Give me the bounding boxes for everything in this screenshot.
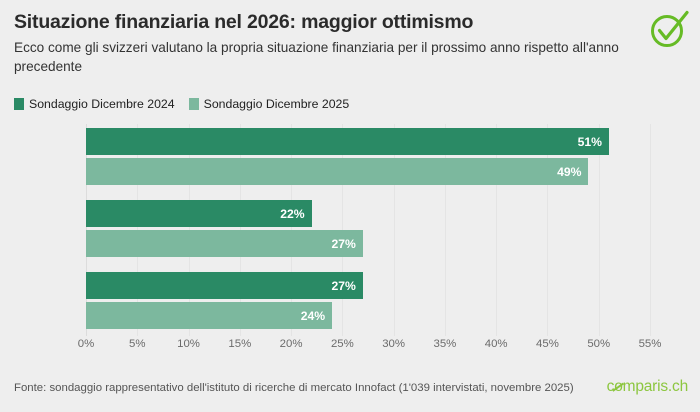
chart-legend: Sondaggio Dicembre 2024 Sondaggio Dicemb…: [14, 97, 349, 111]
bar-value-label: 49%: [557, 164, 582, 179]
bar-value-label: 24%: [300, 308, 326, 323]
bar-group: peggiore27%24%: [86, 272, 650, 332]
legend-item-2025[interactable]: Sondaggio Dicembre 2025: [188, 97, 350, 111]
bar[interactable]: 49%: [86, 158, 589, 185]
x-axis-tick-label: 30%: [382, 338, 406, 350]
legend-swatch-icon: [188, 98, 199, 110]
bar-row: 22%: [86, 200, 650, 227]
bar-value-label: 27%: [331, 278, 356, 293]
legend-swatch-icon: [14, 98, 24, 110]
plot-area: circa uguale51%49%migliore22%27%peggiore…: [86, 124, 651, 336]
bar-row: 27%: [86, 230, 650, 257]
x-axis-tick-label: 45%: [536, 338, 559, 350]
x-axis-tick-label: 25%: [330, 338, 354, 350]
x-axis-tick-label: 40%: [484, 338, 508, 350]
x-axis-tick-label: 15%: [228, 338, 252, 350]
bar[interactable]: 27%: [86, 230, 363, 257]
bar-groups: circa uguale51%49%migliore22%27%peggiore…: [86, 124, 650, 336]
bar-row: 51%: [86, 128, 650, 155]
bar[interactable]: 22%: [86, 200, 312, 227]
bar-group: migliore22%27%: [86, 200, 650, 260]
green-check-circle-icon: [646, 6, 692, 52]
bar-row: 24%: [86, 302, 650, 329]
chart-header: Situazione finanziaria nel 2026: maggior…: [0, 0, 700, 120]
x-axis-tick-label: 20%: [279, 338, 303, 350]
brand-suffix: mparis.ch: [622, 378, 689, 395]
bar[interactable]: 27%: [86, 272, 363, 299]
x-axis-tick-label: 55%: [638, 338, 662, 350]
x-axis: 0% 5% 10% 15% 20% 25% 30% 35% 40% 45% 50% 55%: [78, 338, 662, 360]
page-title: Situazione finanziaria nel 2026: maggior…: [14, 11, 474, 33]
bar[interactable]: 24%: [86, 302, 333, 329]
x-axis-tick-label: 10%: [177, 338, 200, 350]
brand-prefix: c: [606, 378, 615, 395]
chart-footer: Fonte: sondaggio rappresentativo dell'is…: [0, 370, 700, 412]
source-note: Fonte: sondaggio rappresentativo dell'is…: [14, 382, 574, 394]
legend-label: Sondaggio Dicembre 2025: [203, 97, 350, 111]
x-axis-tick-label: 0%: [77, 338, 95, 350]
bar-value-label: 51%: [577, 134, 602, 149]
bar-value-label: 27%: [331, 236, 356, 251]
page-subtitle: Ecco come gli svizzeri valutano la propr…: [14, 40, 619, 74]
bar-row: 49%: [86, 158, 650, 185]
x-axis-tick-label: 5%: [129, 338, 146, 350]
legend-label: Sondaggio Dicembre 2024: [29, 97, 175, 111]
gridline: [650, 124, 651, 336]
bar-chart: circa uguale51%49%migliore22%27%peggiore…: [0, 124, 700, 364]
x-axis-tick-label: 50%: [587, 338, 611, 350]
legend-item-2024[interactable]: Sondaggio Dicembre 2024: [14, 97, 175, 111]
bar-value-label: 22%: [280, 206, 305, 221]
comparis-logo[interactable]: c o mparis.ch: [606, 378, 689, 396]
bar-row: 27%: [86, 272, 650, 299]
brand-slashed-o-icon: o: [614, 378, 623, 395]
bar[interactable]: 51%: [86, 128, 609, 155]
x-axis-tick-label: 35%: [433, 338, 457, 350]
bar-group: circa uguale51%49%: [86, 128, 650, 188]
